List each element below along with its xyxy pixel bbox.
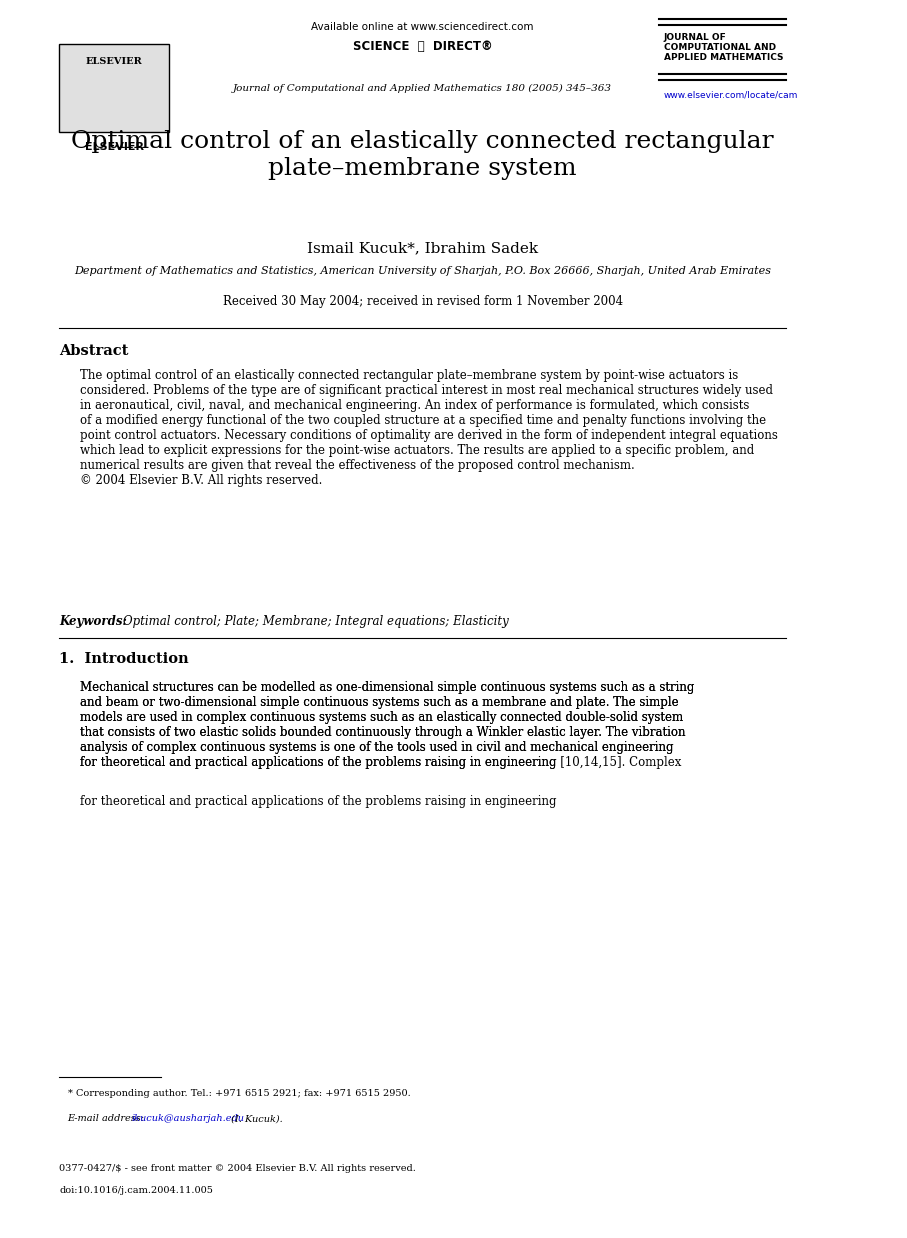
Text: E-mail address:: E-mail address: [68, 1114, 148, 1123]
Text: ELSEVIER: ELSEVIER [84, 142, 143, 152]
Text: Keywords:: Keywords: [59, 615, 132, 629]
Text: SCIENCE  ⓓ  DIRECT®: SCIENCE ⓓ DIRECT® [353, 40, 493, 53]
Text: for theoretical and practical applications of the problems raising in engineerin: for theoretical and practical applicatio… [81, 796, 561, 808]
Text: 1.  Introduction: 1. Introduction [59, 652, 189, 666]
Text: 0377-0427/$ - see front matter © 2004 Elsevier B.V. All rights reserved.: 0377-0427/$ - see front matter © 2004 El… [59, 1164, 416, 1172]
Text: (I. Kucuk).: (I. Kucuk). [229, 1114, 283, 1123]
Text: ELSEVIER: ELSEVIER [86, 57, 142, 67]
FancyBboxPatch shape [59, 45, 169, 132]
Text: www.elsevier.com/locate/cam: www.elsevier.com/locate/cam [664, 90, 798, 99]
Text: Available online at www.sciencedirect.com: Available online at www.sciencedirect.co… [311, 22, 534, 32]
Text: doi:10.1016/j.cam.2004.11.005: doi:10.1016/j.cam.2004.11.005 [59, 1186, 213, 1195]
Text: Abstract: Abstract [59, 344, 129, 358]
Text: JOURNAL OF: JOURNAL OF [664, 33, 727, 42]
Text: Optimal control; Plate; Membrane; Integral equations; Elasticity: Optimal control; Plate; Membrane; Integr… [122, 615, 508, 629]
Text: Mechanical structures can be modelled as one-dimensional simple continuous syste: Mechanical structures can be modelled as… [81, 681, 695, 769]
Text: ikucuk@ausharjah.edu: ikucuk@ausharjah.edu [131, 1114, 244, 1123]
Text: Optimal control of an elastically connected rectangular
plate–membrane system: Optimal control of an elastically connec… [72, 130, 774, 180]
Text: * Corresponding author. Tel.: +971 6515 2921; fax: +971 6515 2950.: * Corresponding author. Tel.: +971 6515 … [68, 1089, 410, 1098]
Text: Journal of Computational and Applied Mathematics 180 (2005) 345–363: Journal of Computational and Applied Mat… [233, 84, 612, 93]
Text: Mechanical structures can be modelled as one-dimensional simple continuous syste: Mechanical structures can be modelled as… [81, 681, 695, 769]
Text: Received 30 May 2004; received in revised form 1 November 2004: Received 30 May 2004; received in revise… [222, 295, 623, 308]
Text: APPLIED MATHEMATICS: APPLIED MATHEMATICS [664, 53, 783, 62]
Text: COMPUTATIONAL AND: COMPUTATIONAL AND [664, 43, 775, 52]
Text: Ismail Kucuk*, Ibrahim Sadek: Ismail Kucuk*, Ibrahim Sadek [307, 241, 538, 255]
Text: The optimal control of an elastically connected rectangular plate–membrane syste: The optimal control of an elastically co… [81, 369, 778, 487]
Text: Department of Mathematics and Statistics, American University of Sharjah, P.O. B: Department of Mathematics and Statistics… [74, 266, 771, 276]
